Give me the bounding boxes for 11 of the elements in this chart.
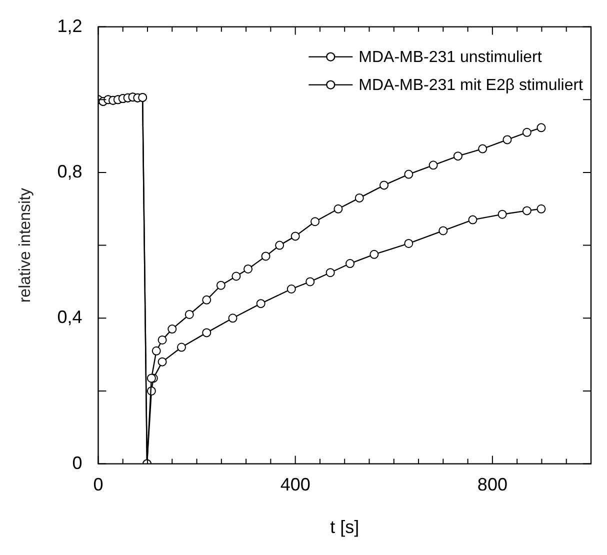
y-tick-label: 0,8 [57,161,82,182]
legend-label: MDA-MB-231 mit E2β stimuliert [358,77,584,94]
y-tick-label: 0,4 [57,307,82,328]
y-tick-label: 1,2 [57,16,82,36]
x-axis-title: t [s] [330,517,360,538]
y-tick-label: 0 [72,452,82,473]
x-tick-label: 0 [93,474,104,495]
legend-label: MDA-MB-231 unstimuliert [358,49,542,66]
x-tick-label: 800 [477,474,508,495]
y-axis-title: relative intensity [17,188,34,303]
x-tick-label: 400 [280,474,310,495]
